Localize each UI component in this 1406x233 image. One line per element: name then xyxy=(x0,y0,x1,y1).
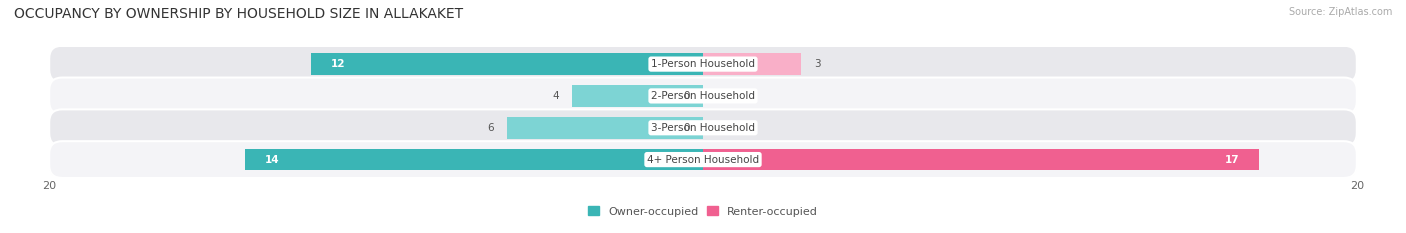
Text: 17: 17 xyxy=(1225,154,1239,164)
Text: 4+ Person Household: 4+ Person Household xyxy=(647,154,759,164)
FancyBboxPatch shape xyxy=(49,78,1357,114)
Text: 12: 12 xyxy=(330,59,344,69)
Text: OCCUPANCY BY OWNERSHIP BY HOUSEHOLD SIZE IN ALLAKAKET: OCCUPANCY BY OWNERSHIP BY HOUSEHOLD SIZE… xyxy=(14,7,463,21)
Bar xyxy=(572,85,703,107)
Legend: Owner-occupied, Renter-occupied: Owner-occupied, Renter-occupied xyxy=(583,202,823,221)
Bar xyxy=(245,149,703,170)
Text: 1-Person Household: 1-Person Household xyxy=(651,59,755,69)
Text: 6: 6 xyxy=(486,123,494,133)
Text: 0: 0 xyxy=(683,91,690,101)
FancyBboxPatch shape xyxy=(49,141,1357,178)
Bar xyxy=(703,149,1258,170)
Text: Source: ZipAtlas.com: Source: ZipAtlas.com xyxy=(1288,7,1392,17)
Text: 3: 3 xyxy=(814,59,821,69)
FancyBboxPatch shape xyxy=(49,46,1357,82)
Bar xyxy=(311,53,703,75)
Text: 14: 14 xyxy=(264,154,280,164)
Bar xyxy=(508,117,703,139)
FancyBboxPatch shape xyxy=(49,109,1357,146)
Bar xyxy=(703,53,801,75)
Text: 4: 4 xyxy=(553,91,560,101)
Text: 3-Person Household: 3-Person Household xyxy=(651,123,755,133)
Text: 2-Person Household: 2-Person Household xyxy=(651,91,755,101)
Text: 0: 0 xyxy=(683,123,690,133)
